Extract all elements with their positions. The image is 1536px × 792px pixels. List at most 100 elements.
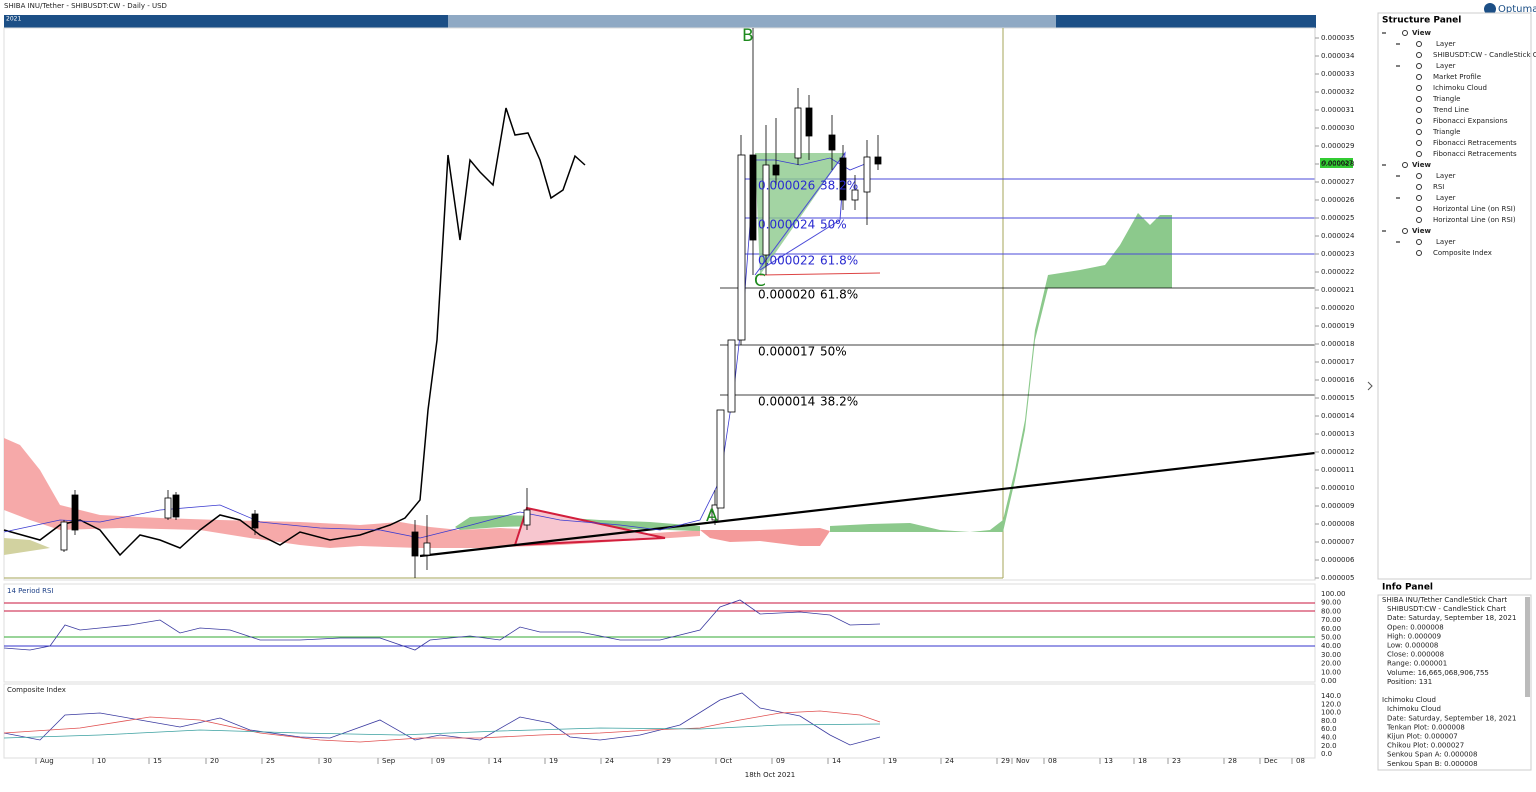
rsi-label: 30.00 [1321,651,1341,659]
current-price-box [1320,158,1353,168]
rsi-frame [3,583,1316,683]
eye-icon [1416,140,1422,146]
info-line: Date: Saturday, September 18, 2021 [1387,614,1516,622]
price-label: 0.000018 [1321,340,1354,348]
tree-item: Fibonacci Retracements [1433,150,1517,158]
date-label: 19 [549,757,558,765]
date-label: Aug [40,757,54,765]
composite-label: 40.0 [1321,734,1337,742]
kumo-red [4,438,700,548]
price-label: 0.000034 [1321,52,1355,60]
composite-label: 80.0 [1321,717,1337,725]
collapse-arrow[interactable] [1367,381,1373,391]
wave-point: C [754,271,766,291]
info-line: Senkou Span A: 0.000008 [1387,751,1477,759]
kumo-green2 [830,213,1172,532]
tree-item: Layer [1436,238,1456,246]
info-line: Close: 0.000008 [1387,651,1444,659]
tree-item: Horizontal Line (on RSI) [1433,216,1516,224]
eye-icon [1416,239,1422,245]
eye-icon [1416,107,1422,113]
tree-item: Fibonacci Expansions [1433,117,1508,125]
composite-ma-slow [3,723,881,739]
fib-blue-lines [743,178,1315,255]
info-scrollbar[interactable] [1525,597,1530,697]
rsi-label: 40.00 [1321,642,1341,650]
eye-icon [1416,195,1422,201]
price-label: 0.000015 [1321,394,1354,402]
tree-item: Layer [1436,194,1456,202]
tree-item: RSI [1433,183,1444,191]
date-label: 29 [662,757,671,765]
composite-frame [3,683,1316,759]
date-label: 14 [493,757,502,765]
tree-item: SHIBUSDT:CW - CandleStick Chart [1433,51,1536,59]
rsi-label: 90.00 [1321,599,1341,607]
price-label: 0.000025 [1321,214,1354,222]
eye-icon [1416,151,1422,157]
candles [60,28,882,578]
price-label: 0.000029 [1321,142,1354,150]
tree-item: Ichimoku Cloud [1433,84,1487,92]
tree-item: Layer [1436,40,1456,48]
composite-label: 20.0 [1321,742,1337,750]
date-label: 10 [97,757,106,765]
info-line: Chikou Plot: 0.000027 [1387,742,1464,750]
date-label: Sep [382,757,396,765]
tree-item: View [1412,227,1431,235]
composite-label: 140.0 [1321,692,1341,700]
date-label: 20 [210,757,219,765]
date-label: 24 [945,757,954,765]
price-label: 0.000010 [1321,484,1354,492]
date-label: 19 [888,757,897,765]
date-label: Oct [720,757,732,765]
rsi-label: 60.00 [1321,625,1341,633]
date-label: 23 [1172,757,1181,765]
date-label: 30 [323,757,332,765]
price-label: 0.000020 [1321,304,1354,312]
info-line: Volume: 16,665,068,906,755 [1387,669,1489,677]
rsi-levels [4,602,1315,647]
info-line: Open: 0.000008 [1387,623,1444,631]
year: 2021 [6,16,21,23]
tree-item: Trend Line [1432,106,1469,114]
tree-item: Composite Index [1433,249,1492,257]
date-label: 18 [1138,757,1147,765]
cursor-date: 18th Oct 2021 [745,771,795,779]
fib-price: 0.000024 [758,218,815,232]
price-label: 0.000031 [1321,106,1354,114]
eye-icon [1416,85,1422,91]
composite-ma-fast [3,710,881,743]
price-label: 0.000007 [1321,538,1354,546]
wave-point: B [742,26,754,46]
eye-icon [1402,30,1408,36]
kumo-red2 [700,528,830,546]
price-label: 0.000027 [1321,178,1354,186]
price-label: 0.000023 [1321,250,1354,258]
fib-price: 0.000026 [758,179,815,193]
scroll-thumb[interactable] [448,15,1056,28]
rsi-label: 20.00 [1321,660,1341,668]
price-label: 0.000005 [1321,574,1354,582]
logo-icon [1484,3,1496,15]
date-label: 13 [1104,757,1113,765]
kijun [759,272,881,276]
tree-item: Layer [1436,62,1456,70]
price-label: 0.000017 [1321,358,1354,366]
date-label: 14 [832,757,841,765]
eye-icon [1416,184,1422,190]
info-line: Ichimoku Cloud [1382,696,1436,704]
date-label: 09 [776,757,785,765]
price-label: 0.000006 [1321,556,1355,564]
fib-price: 0.000022 [758,254,815,268]
date-label: 08 [1296,757,1305,765]
tree-item: Triangle [1432,128,1461,136]
price-label: 0.000028 [1321,160,1354,168]
info-line: Tenkan Plot: 0.000008 [1386,723,1465,731]
tree-item: Layer [1436,172,1456,180]
price-label: 0.000024 [1321,232,1355,240]
eye-icon [1416,129,1422,135]
price-label: 0.000022 [1321,268,1354,276]
